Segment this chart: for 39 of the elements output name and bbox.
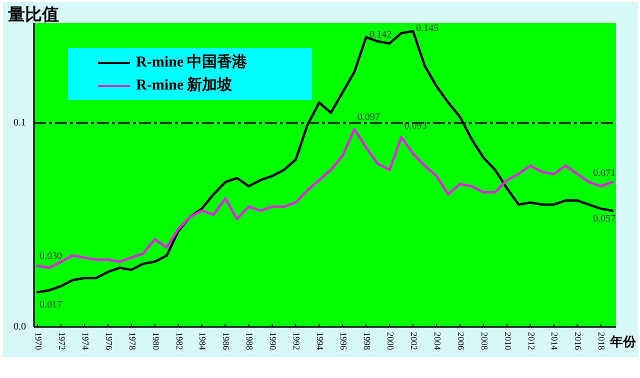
y-axis-title: 量比值 xyxy=(7,5,59,25)
x-tick-label: 1990 xyxy=(268,332,278,350)
y-tick-label: 0.1 xyxy=(14,117,26,128)
x-tick-label: 1994 xyxy=(315,332,326,350)
line-series xyxy=(36,128,614,270)
x-tick-label: 1978 xyxy=(127,332,138,350)
x-tick-label: 2006 xyxy=(456,332,466,350)
legend-label: R-mine 中国香港 xyxy=(136,53,248,70)
x-tick-label: 1986 xyxy=(221,332,232,350)
x-tick-label: 2014 xyxy=(550,332,560,350)
x-tick-label: 2004 xyxy=(432,332,442,350)
x-axis-title: 年份 xyxy=(609,335,637,350)
x-tick-label: 2000 xyxy=(385,332,396,350)
x-tick-label: 2008 xyxy=(479,332,490,350)
x-tick-label: 1976 xyxy=(104,332,114,350)
data-label: 0.145 xyxy=(416,23,439,34)
x-tick-label: 2018 xyxy=(596,332,607,350)
x-tick-label: 1980 xyxy=(150,332,161,350)
data-label: 0.030 xyxy=(40,250,62,262)
x-tick-label: 1970 xyxy=(33,332,44,350)
x-tick-label: 1972 xyxy=(56,332,67,350)
data-label: 0.071 xyxy=(592,168,616,180)
x-tick-label: 1982 xyxy=(174,332,184,350)
x-tick-label: 2016 xyxy=(573,332,584,350)
x-tick-label: 1988 xyxy=(244,332,255,350)
data-label: 0.057 xyxy=(592,214,616,225)
x-tick-label: 2010 xyxy=(502,332,513,350)
legend-label: R-mine 新加坡 xyxy=(136,75,234,94)
x-tick-label: 1992 xyxy=(292,332,302,350)
x-tick-label: 1996 xyxy=(338,332,349,350)
data-label: 0.097 xyxy=(357,112,380,124)
x-tick-label: 2012 xyxy=(526,332,536,350)
x-tick-label: 1998 xyxy=(362,332,372,350)
x-tick-label: 1984 xyxy=(198,332,208,350)
x-tick-label: 2002 xyxy=(408,332,419,350)
x-tick-label: 1974 xyxy=(80,332,90,350)
y-tick-label: 0.0 xyxy=(14,321,26,332)
data-label: 0.142 xyxy=(369,29,392,40)
data-label: 0.017 xyxy=(40,299,62,310)
